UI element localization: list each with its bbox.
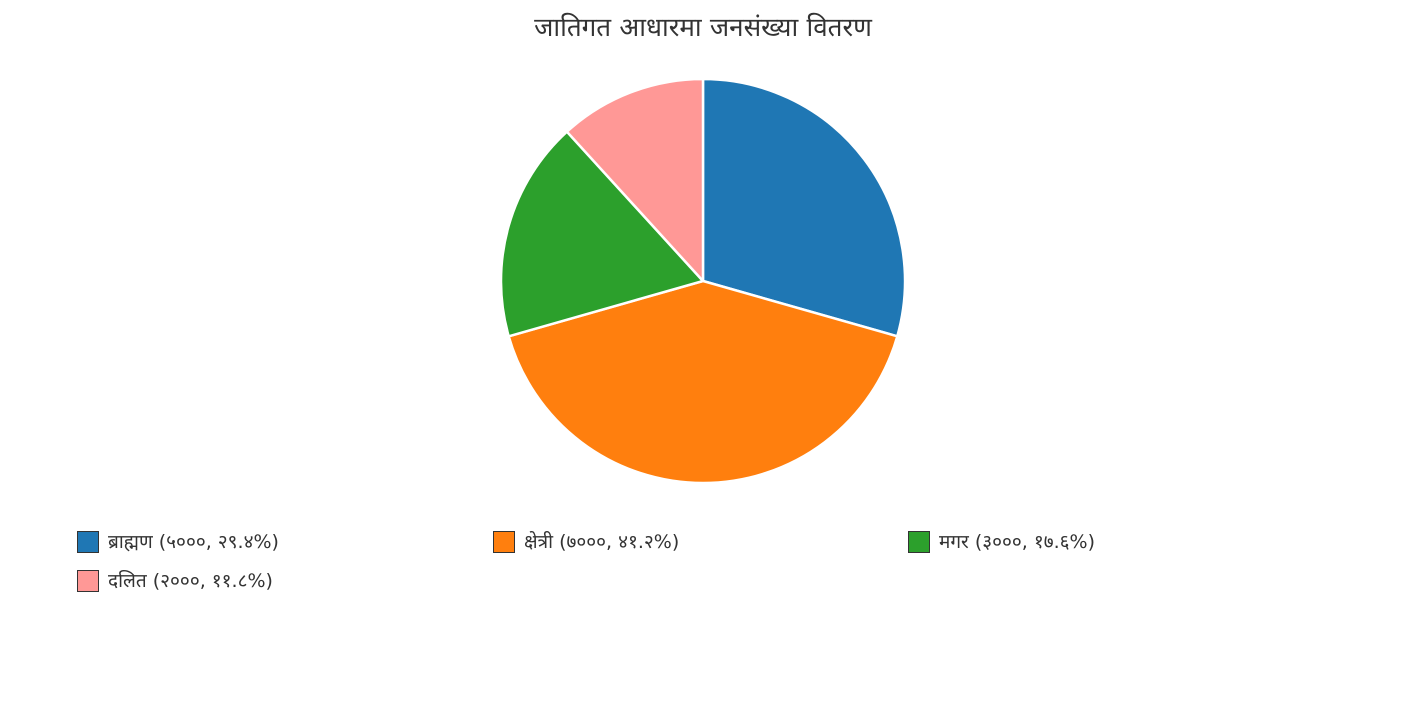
legend-label: ब्राह्मण (५०००, २९.४%) <box>108 531 279 553</box>
pie-slice-0 <box>701 77 907 338</box>
legend-item: क्षेत्री (७०००, ४१.२%) <box>493 529 679 555</box>
pie-slice-2 <box>499 130 705 338</box>
pie-slice-1 <box>507 279 899 485</box>
legend-item: दलित (२०००, ११.८%) <box>77 568 273 594</box>
chart-title: जातिगत आधारमा जनसंख्या वितरण <box>534 13 872 43</box>
legend-label: क्षेत्री (७०००, ४१.२%) <box>524 531 680 553</box>
legend-swatch <box>493 531 515 553</box>
legend-swatch <box>908 531 930 553</box>
legend-item: ब्राह्मण (५०००, २९.४%) <box>77 529 279 555</box>
legend-label: दलित (२०००, ११.८%) <box>108 570 273 592</box>
legend-item: मगर (३०००, १७.६%) <box>908 529 1095 555</box>
legend-swatch <box>77 570 99 592</box>
pie-slice-3 <box>565 77 705 283</box>
legend-swatch <box>77 531 99 553</box>
legend-label: मगर (३०००, १७.६%) <box>939 531 1096 553</box>
